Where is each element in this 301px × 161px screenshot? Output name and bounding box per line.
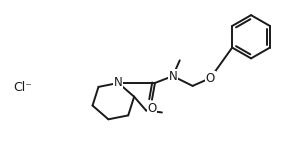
Text: N: N	[169, 70, 177, 83]
Text: N: N	[114, 76, 123, 90]
Text: O: O	[206, 71, 215, 85]
Text: O: O	[147, 102, 157, 115]
Text: Cl⁻: Cl⁻	[14, 81, 33, 94]
